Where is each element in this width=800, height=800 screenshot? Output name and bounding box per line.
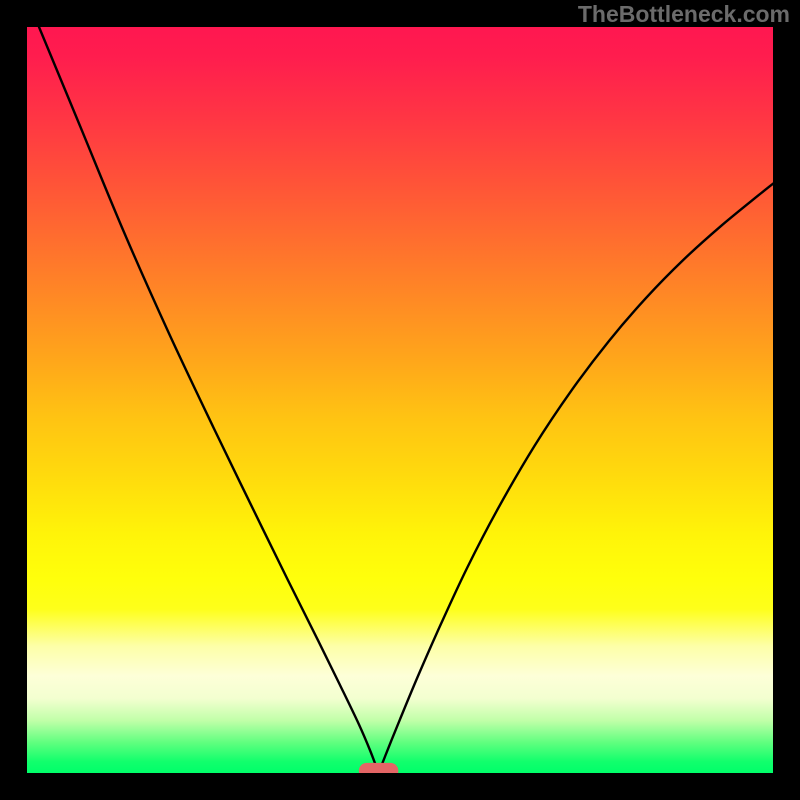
- curves-layer: [0, 0, 800, 800]
- bottleneck-marker: [359, 763, 399, 779]
- curve-right-branch: [379, 184, 773, 773]
- chart-frame: TheBottleneck.com: [0, 0, 800, 800]
- watermark-text: TheBottleneck.com: [578, 1, 790, 28]
- curve-left-branch: [39, 27, 379, 773]
